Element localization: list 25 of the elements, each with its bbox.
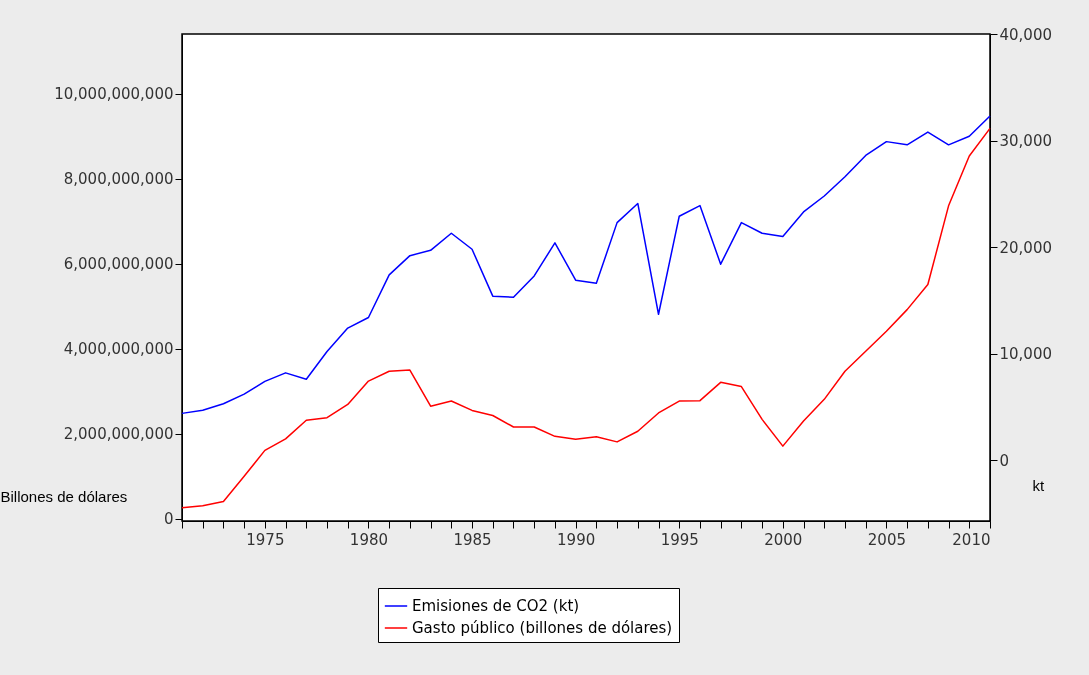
- y-tick-label: 8,000,000,000: [63, 170, 174, 189]
- line-series: [181, 127, 991, 509]
- x-tick-label: 1990: [557, 530, 596, 549]
- x-tick-label: 2000: [764, 530, 803, 549]
- x-tick-label: 1995: [660, 530, 699, 549]
- y2-axis-title: kt: [1032, 476, 1045, 494]
- legend-label: Gasto público (billones de dólares): [412, 619, 673, 637]
- y-tick-label: 6,000,000,000: [63, 255, 174, 274]
- x-tick-label: 1975: [246, 530, 285, 549]
- y-tick-label: 0: [163, 510, 174, 529]
- line-series: [181, 115, 991, 415]
- y2-tick-label: 20,000: [999, 238, 1052, 257]
- y-tick-label: 2,000,000,000: [63, 425, 174, 444]
- y2-tick-label: 40,000: [999, 25, 1052, 44]
- y-tick-label: 4,000,000,000: [63, 340, 174, 359]
- y-axis-title: Billones de dólares: [0, 487, 128, 505]
- x-tick-label: 2010: [952, 530, 991, 549]
- y-tick-label: 10,000,000,000: [54, 85, 174, 104]
- y2-tick-label: 30,000: [999, 132, 1052, 151]
- y2-tick-label: 0: [999, 451, 1010, 470]
- x-tick-label: 1980: [349, 530, 389, 549]
- x-tick-label: 1985: [453, 530, 492, 549]
- legend-label: Emisiones de CO2 (kt): [412, 597, 580, 615]
- x-tick-label: 2005: [867, 530, 906, 549]
- y2-tick-label: 10,000: [999, 345, 1052, 364]
